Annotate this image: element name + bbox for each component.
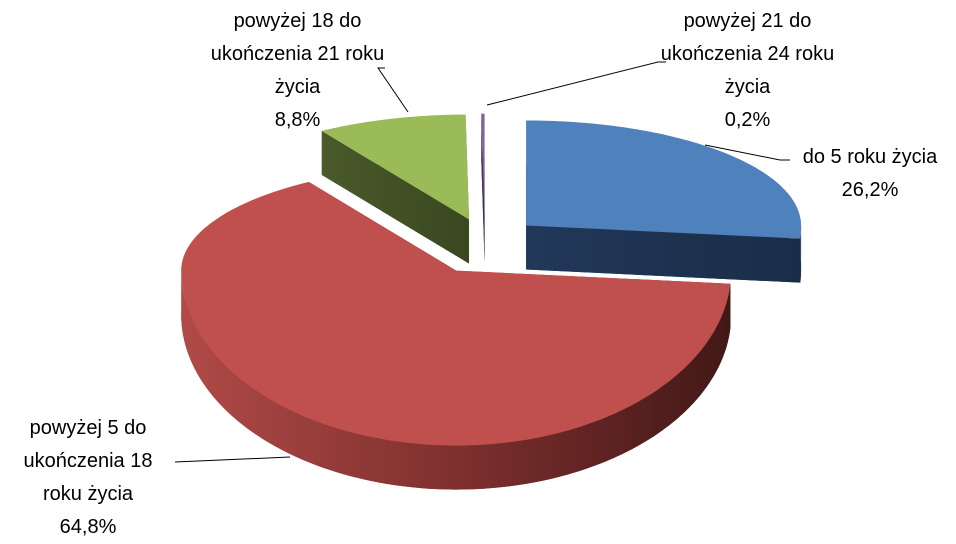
leader-line xyxy=(377,67,409,113)
category-label: powyżej 18 do ukończenia 21 roku życia xyxy=(210,10,385,98)
category-label: do 5 roku życia xyxy=(802,146,938,168)
category-label: powyżej 5 do ukończenia 18 roku życia xyxy=(23,417,153,505)
leader-line xyxy=(704,144,790,161)
slice-radial-face xyxy=(481,113,485,263)
slice xyxy=(181,181,731,446)
value-label: 26,2% xyxy=(841,179,899,201)
data-label: powyżej 5 do ukończenia 18 roku życia 64,… xyxy=(8,412,168,544)
category-label: powyżej 21 do ukończenia 24 roku życia xyxy=(660,10,835,98)
value-label: 8,8% xyxy=(274,109,321,131)
slice xyxy=(526,120,802,239)
slice-radial-face xyxy=(321,130,469,264)
data-label: powyżej 18 do ukończenia 21 roku życia 8,… xyxy=(210,5,385,137)
leader-line xyxy=(486,61,666,106)
data-label: powyżej 21 do ukończenia 24 roku życia 0,… xyxy=(660,5,835,137)
slice-side xyxy=(181,270,731,490)
leader-line xyxy=(174,456,291,463)
slice xyxy=(481,113,485,219)
slice-radial-face xyxy=(526,225,801,283)
value-label: 0,2% xyxy=(724,109,771,131)
value-label: 64,8% xyxy=(59,516,117,538)
data-label: do 5 roku życia 26,2% xyxy=(785,141,955,207)
slice xyxy=(321,114,469,220)
slice-side xyxy=(800,225,802,283)
